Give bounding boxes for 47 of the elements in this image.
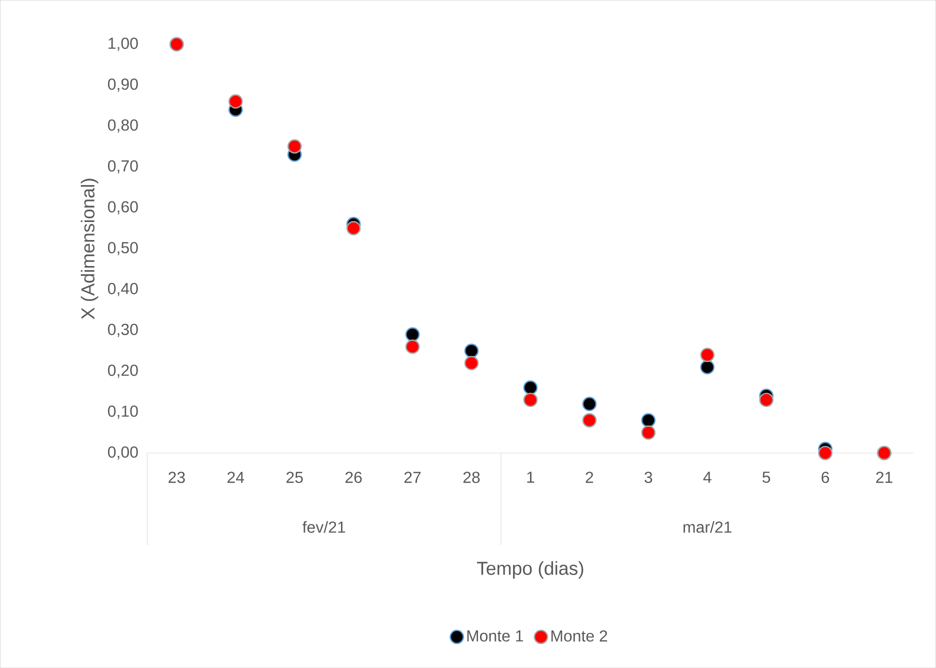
x-tick-label: 23 [168, 472, 185, 483]
x-tick-label: 3 [644, 472, 652, 483]
x-tick-label: 24 [228, 472, 244, 483]
point [523, 392, 538, 407]
y-tick-label: 0,00 [108, 446, 138, 460]
point [700, 348, 715, 362]
y-tick-label: 1,00 [108, 38, 138, 51]
point [582, 413, 597, 428]
point [464, 344, 479, 358]
point [582, 396, 597, 412]
point [405, 339, 420, 354]
y-tick-label: 0,80 [108, 119, 138, 133]
x-tick-label: 25 [286, 472, 303, 483]
x-tick-label: 1 [527, 472, 534, 483]
x-tick-label: 5 [762, 472, 770, 483]
point [523, 380, 538, 395]
x-tick-label: 27 [404, 472, 421, 483]
point [641, 425, 656, 440]
y-tick-label: 0,60 [108, 201, 138, 214]
x-axis-title: Tempo (dias) [476, 561, 584, 579]
point [464, 356, 479, 370]
text: fev/21 [302, 521, 346, 533]
point [759, 392, 774, 407]
y-tick-label: 0,40 [108, 282, 138, 296]
x-tick-label: 26 [345, 472, 362, 483]
y-tick-label: 0,70 [108, 160, 138, 174]
legend-label: Monte 2 [551, 630, 608, 642]
point [287, 139, 302, 154]
legend-label: Monte 1 [467, 630, 523, 642]
text: mar/21 [684, 521, 732, 533]
x-tick-label: 6 [822, 472, 830, 483]
x-tick-label: 4 [703, 472, 712, 483]
y-tick-label: 0,10 [108, 405, 138, 419]
y-tick-label: 0,30 [108, 324, 138, 337]
y-tick-label: 0,20 [108, 364, 138, 378]
y-tick-label: 0,50 [108, 242, 138, 256]
point [346, 220, 361, 236]
point [700, 360, 715, 374]
x-tick-label: 21 [876, 472, 892, 483]
x-tick-label: 28 [463, 472, 480, 483]
point [641, 413, 656, 428]
point [405, 327, 420, 342]
x-tick-label: 2 [586, 472, 594, 483]
y-tick-label: 0,90 [108, 78, 138, 92]
y-axis-title: X (Adimensional) [80, 178, 98, 320]
point [228, 94, 243, 109]
point [818, 446, 832, 460]
